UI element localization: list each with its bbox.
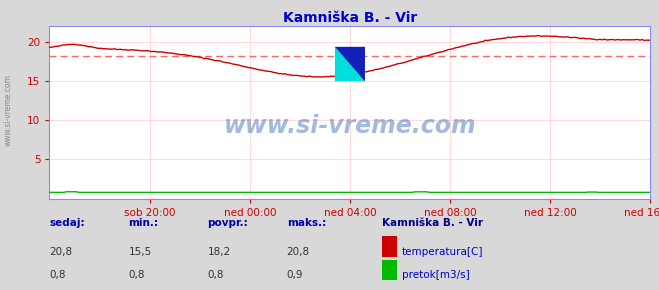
Title: Kamniška B. - Vir: Kamniška B. - Vir [283, 11, 417, 25]
Text: 0,8: 0,8 [208, 270, 224, 280]
Text: 0,9: 0,9 [287, 270, 303, 280]
Text: 18,2: 18,2 [208, 247, 231, 257]
Text: Kamniška B. - Vir: Kamniška B. - Vir [382, 218, 483, 228]
Polygon shape [335, 47, 365, 81]
Text: maks.:: maks.: [287, 218, 326, 228]
Text: povpr.:: povpr.: [208, 218, 248, 228]
Text: 15,5: 15,5 [129, 247, 152, 257]
Bar [335, 47, 365, 81]
Text: 20,8: 20,8 [49, 247, 72, 257]
Text: min.:: min.: [129, 218, 159, 228]
Text: 0,8: 0,8 [49, 270, 66, 280]
Text: 0,8: 0,8 [129, 270, 145, 280]
Text: temperatura[C]: temperatura[C] [402, 247, 484, 257]
Text: pretok[m3/s]: pretok[m3/s] [402, 270, 470, 280]
Text: 20,8: 20,8 [287, 247, 310, 257]
Text: sedaj:: sedaj: [49, 218, 85, 228]
Text: www.si-vreme.com: www.si-vreme.com [3, 74, 13, 146]
Text: www.si-vreme.com: www.si-vreme.com [223, 114, 476, 138]
Polygon shape [335, 47, 365, 81]
